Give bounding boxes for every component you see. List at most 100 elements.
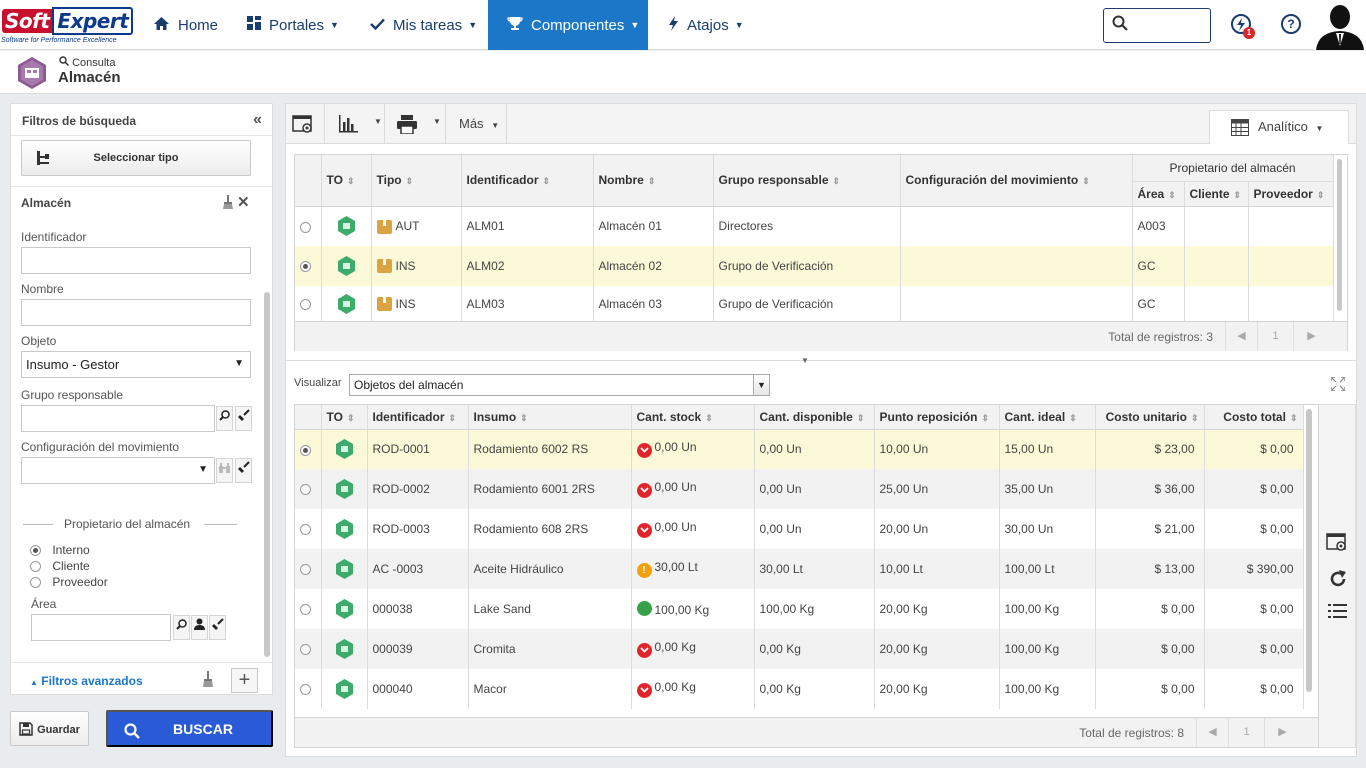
radio-button[interactable] bbox=[300, 221, 311, 233]
row-select[interactable] bbox=[295, 509, 322, 549]
chart-icon[interactable]: ▼ bbox=[338, 112, 382, 136]
expand-icon[interactable] bbox=[1330, 376, 1346, 394]
column-header[interactable]: TO ⇕ bbox=[321, 155, 372, 207]
radio-proveedor[interactable]: Proveedor bbox=[30, 574, 108, 590]
select-type-button[interactable]: Seleccionar tipo bbox=[21, 140, 251, 176]
grid-scrollbar[interactable] bbox=[1337, 159, 1342, 311]
activity-icon[interactable] bbox=[1231, 14, 1251, 34]
print-icon[interactable]: ▼ bbox=[396, 112, 441, 136]
column-header[interactable]: Cant. disponible ⇕ bbox=[754, 405, 875, 429]
search-icon[interactable] bbox=[216, 406, 233, 431]
table-row-selected[interactable]: ROD-0001 Rodamiento 6002 RS 0,00 Un 0,00 Un… bbox=[295, 429, 1304, 469]
softexpert-logo[interactable]: Soft Expert Software for Performance Exce… bbox=[0, 7, 134, 45]
row-select[interactable] bbox=[295, 429, 322, 469]
row-select[interactable] bbox=[295, 589, 322, 629]
table-row[interactable]: 000039 Cromita 0,00 Kg 0,00 Kg 20,00 Kg 100,0… bbox=[295, 629, 1304, 669]
nav-portales[interactable]: Portales ▼ bbox=[247, 0, 347, 50]
next-page-icon[interactable]: ▶ bbox=[1264, 718, 1300, 747]
advanced-filters-link[interactable]: ▲ Filtros avanzados bbox=[30, 674, 143, 688]
table-row[interactable]: ROD-0003 Rodamiento 608 2RS 0,00 Un 0,00 Un… bbox=[295, 509, 1304, 549]
collapse-icon[interactable]: « bbox=[253, 111, 262, 128]
view-mode-tab[interactable]: Analítico ▼ bbox=[1209, 110, 1349, 144]
filters-scrollbar[interactable] bbox=[264, 292, 270, 657]
table-row[interactable]: ROD-0002 Rodamiento 6001 2RS 0,00 Un 0,00 U… bbox=[295, 469, 1304, 509]
prev-page-icon[interactable]: ◀ bbox=[1225, 322, 1257, 351]
row-select[interactable] bbox=[295, 206, 322, 246]
table-row[interactable]: AUT ALM01 Almacén 01 Directores A003 bbox=[295, 206, 1334, 246]
table-row[interactable]: AC -0003 Aceite Hidráulico! 30,00 Lt 30,00 … bbox=[295, 549, 1304, 589]
caret-down-icon[interactable]: ▼ bbox=[433, 117, 441, 126]
user-icon[interactable] bbox=[191, 615, 208, 640]
objeto-select[interactable]: Insumo - Gestor ▼ bbox=[21, 351, 251, 378]
radio-button[interactable] bbox=[300, 604, 311, 616]
area-input[interactable] bbox=[31, 614, 171, 641]
binoculars-icon[interactable] bbox=[216, 458, 233, 483]
nav-componentes[interactable]: Componentes ▼ bbox=[488, 0, 648, 50]
nav-atajos[interactable]: Atajos ▼ bbox=[668, 0, 748, 50]
column-header[interactable]: Punto reposición ⇕ bbox=[874, 405, 1000, 429]
radio-button[interactable] bbox=[300, 564, 311, 576]
column-header[interactable]: TO ⇕ bbox=[321, 405, 368, 429]
column-header[interactable]: Identificador ⇕ bbox=[461, 155, 594, 207]
row-select[interactable] bbox=[295, 469, 322, 509]
column-header[interactable]: Insumo ⇕ bbox=[468, 405, 632, 429]
radio-button[interactable] bbox=[300, 261, 311, 273]
search-icon[interactable] bbox=[173, 615, 190, 640]
row-select[interactable] bbox=[295, 286, 322, 322]
visualize-select[interactable]: Objetos del almacén ▼ bbox=[349, 374, 770, 396]
list-icon[interactable] bbox=[1328, 603, 1347, 623]
view-record-icon[interactable] bbox=[1326, 533, 1348, 555]
column-header[interactable]: Cliente ⇕ bbox=[1184, 181, 1249, 206]
refresh-icon[interactable] bbox=[1328, 569, 1348, 592]
breadcrumb[interactable]: Consulta bbox=[59, 56, 115, 69]
view-record-icon[interactable] bbox=[292, 112, 317, 136]
table-row[interactable]: 000040 Macor 0,00 Kg 0,00 Kg 20,00 Kg 100,00 … bbox=[295, 669, 1304, 709]
radio-button[interactable] bbox=[30, 577, 41, 589]
table-row[interactable]: 000038 Lake Sand 100,00 Kg 100,00 Kg 20,00 K… bbox=[295, 589, 1304, 629]
user-avatar[interactable] bbox=[1314, 0, 1366, 50]
close-icon[interactable]: ✕ bbox=[237, 194, 250, 211]
radio-button[interactable] bbox=[300, 299, 311, 311]
column-header[interactable]: Identificador ⇕ bbox=[367, 405, 469, 429]
table-row[interactable]: INS ALM03 Almacén 03 Grupo de Verificaci… bbox=[295, 286, 1334, 322]
clear-filters-icon[interactable] bbox=[202, 671, 214, 690]
column-header[interactable]: Proveedor ⇕ bbox=[1248, 181, 1334, 206]
identificador-input[interactable] bbox=[21, 247, 251, 274]
radio-button[interactable] bbox=[300, 684, 311, 696]
row-select[interactable] bbox=[295, 246, 322, 286]
radio-button[interactable] bbox=[300, 524, 311, 536]
row-select[interactable] bbox=[295, 549, 322, 589]
column-header[interactable]: Grupo responsable ⇕ bbox=[713, 155, 901, 207]
search-button[interactable]: BUSCAR bbox=[106, 710, 273, 747]
caret-down-icon[interactable]: ▼ bbox=[374, 117, 382, 126]
column-header[interactable]: Costo total ⇕ bbox=[1204, 405, 1304, 429]
clear-field-icon[interactable] bbox=[235, 406, 252, 431]
column-header[interactable]: Nombre ⇕ bbox=[593, 155, 714, 207]
column-header[interactable]: Costo unitario ⇕ bbox=[1095, 405, 1205, 429]
column-header[interactable]: Tipo ⇕ bbox=[371, 155, 462, 207]
clear-section-icon[interactable] bbox=[222, 195, 234, 212]
help-icon[interactable]: ? bbox=[1281, 14, 1301, 34]
page-number[interactable]: 1 bbox=[1257, 322, 1293, 351]
nombre-input[interactable] bbox=[21, 299, 251, 326]
column-header[interactable]: Área ⇕ bbox=[1132, 181, 1185, 206]
clear-field-icon[interactable] bbox=[235, 458, 252, 483]
table-row-selected[interactable]: INS ALM02 Almacén 02 Grupo de Verificaci… bbox=[295, 246, 1334, 286]
row-select[interactable] bbox=[295, 629, 322, 669]
page-number[interactable]: 1 bbox=[1228, 718, 1264, 747]
grupo-responsable-input[interactable] bbox=[21, 405, 215, 432]
objects-scrollbar[interactable] bbox=[1306, 409, 1312, 692]
config-movimiento-select[interactable]: ▼ bbox=[21, 457, 215, 484]
more-menu[interactable]: Más ▼ bbox=[459, 116, 509, 140]
radio-button[interactable] bbox=[300, 484, 311, 496]
column-header[interactable]: Cant. stock ⇕ bbox=[631, 405, 755, 429]
column-header[interactable]: Cant. ideal ⇕ bbox=[999, 405, 1096, 429]
nav-home[interactable]: Home bbox=[153, 0, 223, 50]
radio-button[interactable] bbox=[300, 444, 311, 456]
add-filter-button[interactable]: + bbox=[231, 668, 258, 693]
prev-page-icon[interactable]: ◀ bbox=[1196, 718, 1228, 747]
radio-button[interactable] bbox=[30, 545, 41, 557]
next-page-icon[interactable]: ▶ bbox=[1293, 322, 1329, 351]
splitter-handle-icon[interactable]: ▼ bbox=[801, 356, 809, 365]
radio-button[interactable] bbox=[30, 561, 41, 573]
